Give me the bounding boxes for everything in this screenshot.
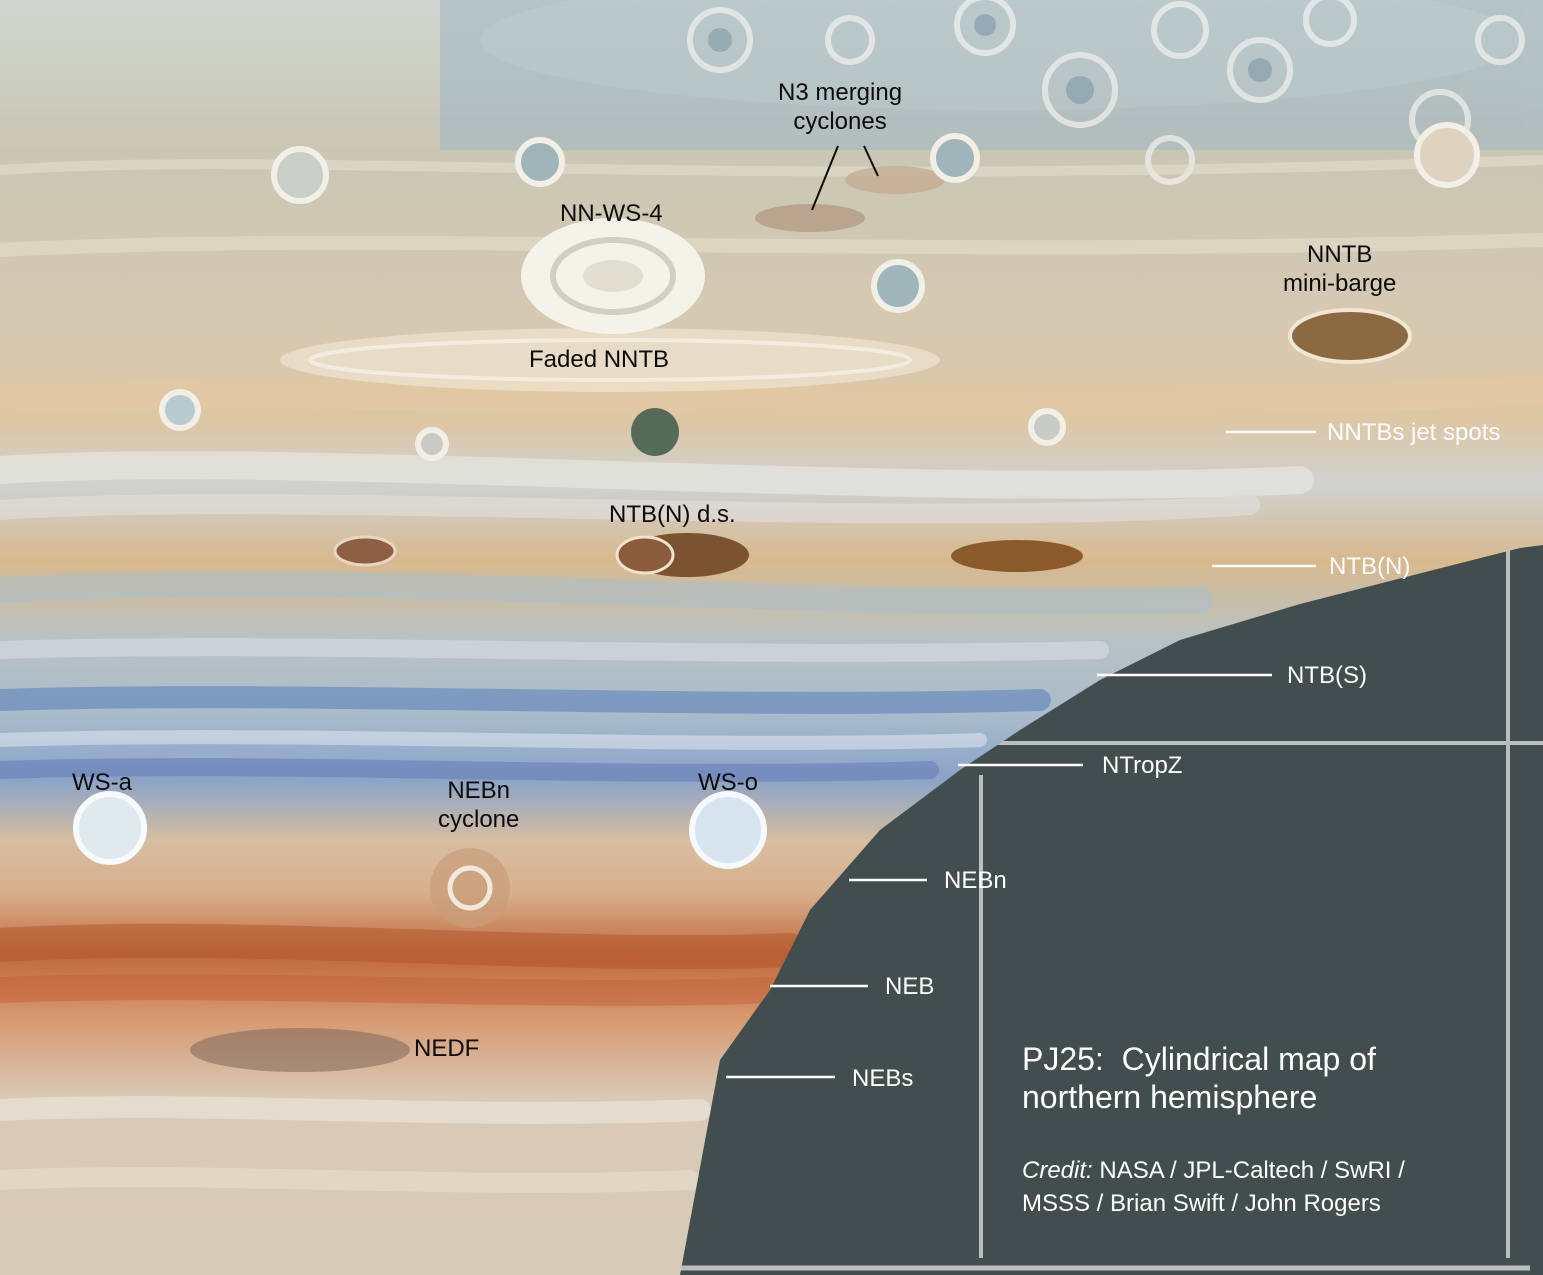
- label-nebs: NEBs: [852, 1065, 914, 1092]
- label-nntb-mini-barge: NNTB mini-barge: [1283, 241, 1397, 298]
- label-pointer-lines: [726, 145, 1316, 1079]
- label-nn-ws-4: NN-WS-4: [560, 200, 663, 227]
- label-ws-o: WS-o: [698, 769, 758, 796]
- label-nebn-cyclone: NEBn cyclone: [438, 777, 520, 834]
- label-nntbs-jet-spots: NNTBs jet spots: [1327, 419, 1501, 446]
- label-nebn: NEBn: [944, 867, 1007, 894]
- label-nedf: NEDF: [414, 1035, 480, 1062]
- label-ntb-n-ds: NTB(N) d.s.: [609, 501, 736, 528]
- label-ntb-s: NTB(S): [1287, 662, 1367, 689]
- credit-label: Credit:: [1022, 1157, 1093, 1184]
- label-neb: NEB: [885, 973, 935, 1000]
- label-ws-a: WS-a: [72, 769, 132, 796]
- credit-line: Credit: NASA / JPL-Caltech / SwRI / MSSS…: [1022, 1154, 1405, 1220]
- label-ntb-n: NTB(N): [1329, 553, 1411, 580]
- credit-text: NASA / JPL-Caltech / SwRI / MSSS / Brian…: [1022, 1157, 1405, 1218]
- label-faded-nntb: Faded NNTB: [529, 346, 670, 373]
- figure-title: PJ25: Cylindrical map of northern hemisp…: [1022, 1041, 1376, 1116]
- label-ntropz: NTropZ: [1102, 752, 1183, 779]
- label-n3-merging-cyclones: N3 merging cyclones: [778, 79, 903, 136]
